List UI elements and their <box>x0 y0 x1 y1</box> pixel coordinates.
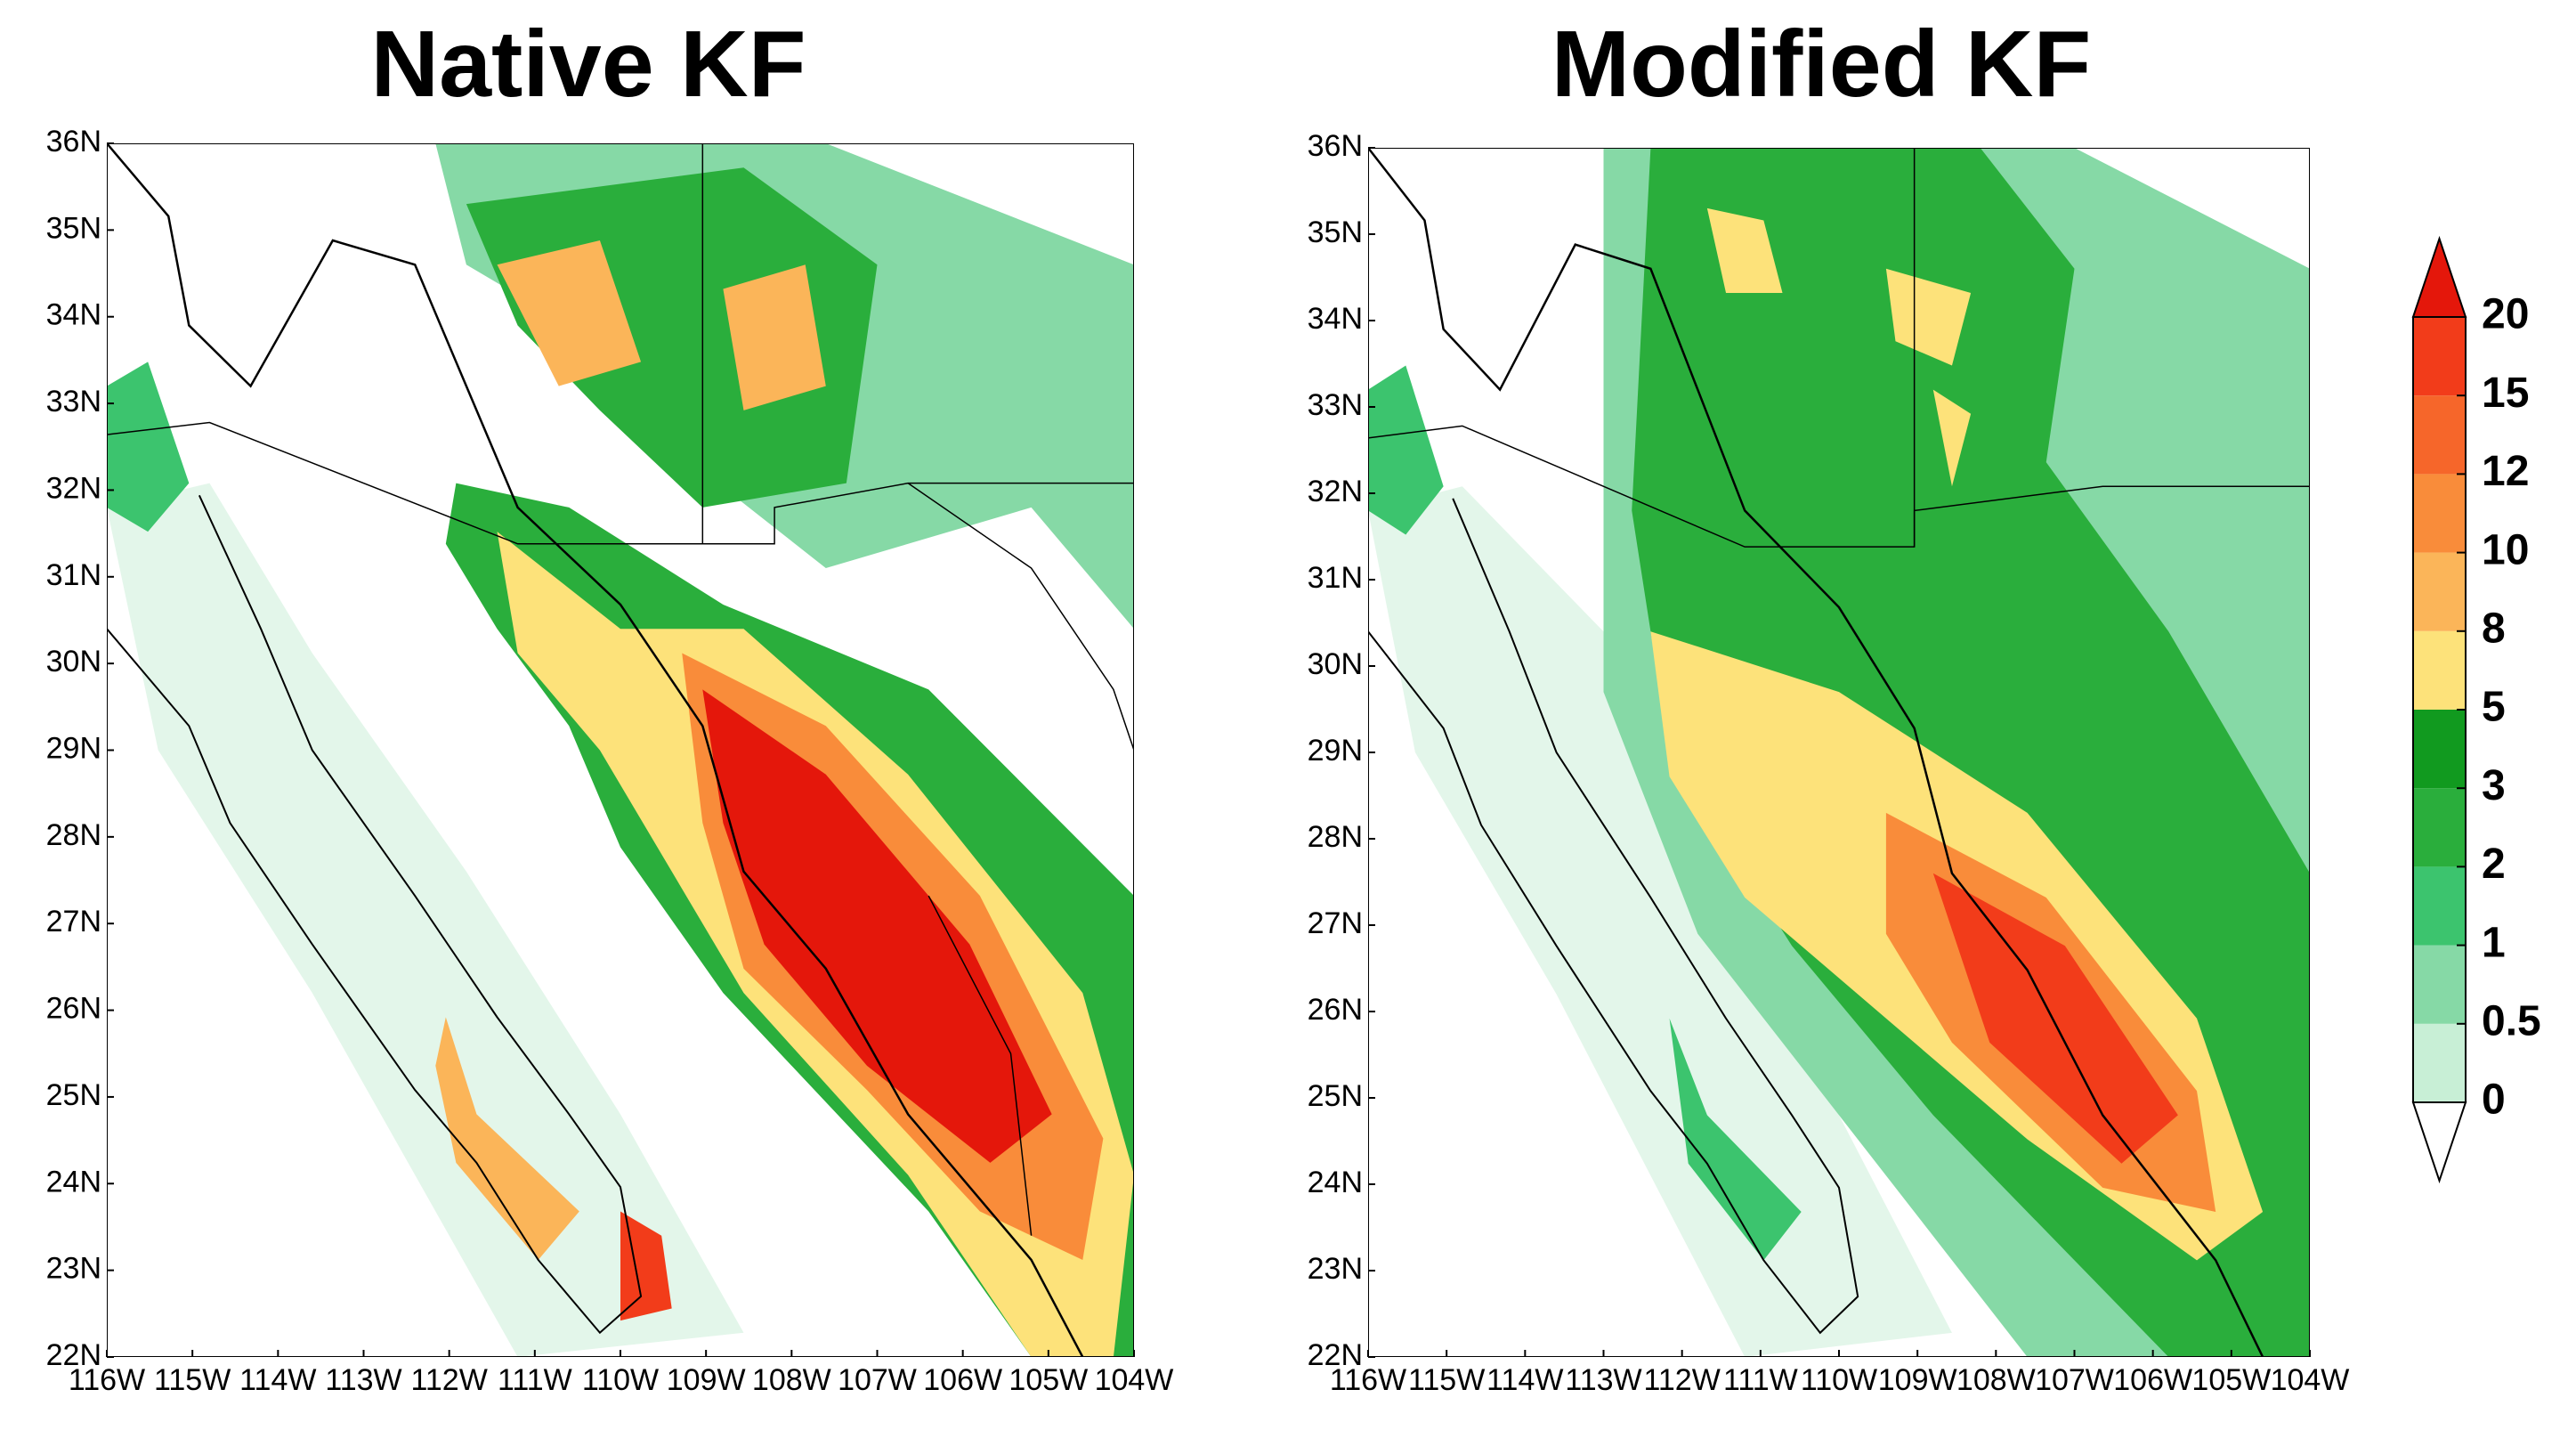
lat-tick-label: 35N <box>46 211 101 245</box>
colorbar-label: 0 <box>2482 1077 2506 1124</box>
lat-tick-label: 22N <box>46 1338 101 1372</box>
lon-tick-label: 104W <box>2271 1363 2350 1397</box>
lat-tick-label: 31N <box>46 558 101 592</box>
lat-tick-label: 28N <box>46 818 101 852</box>
lat-tick-label: 33N <box>1308 388 1363 422</box>
lat-tick-label: 30N <box>1308 647 1363 681</box>
colorbar-label: 20 <box>2482 291 2529 338</box>
panel-title: Native KF <box>371 12 806 117</box>
lat-tick-label: 28N <box>1308 820 1363 854</box>
lon-tick-label: 104W <box>1095 1363 1174 1397</box>
lat-tick-label: 26N <box>46 992 101 1026</box>
lat-tick-label: 30N <box>46 645 101 678</box>
colorbar-bin <box>2413 945 2466 1024</box>
colorbar-label: 1 <box>2482 919 2506 966</box>
lon-tick-label: 115W <box>1408 1363 1485 1397</box>
lat-tick-label: 34N <box>46 298 101 332</box>
colorbar-bin <box>2413 552 2466 631</box>
lon-tick-label: 114W <box>239 1363 316 1397</box>
lon-tick-label: 105W <box>2191 1363 2271 1397</box>
lon-tick-label: 113W <box>1565 1363 1641 1397</box>
map-native <box>107 143 1134 1357</box>
lat-tick-label: 31N <box>1308 561 1363 595</box>
lon-tick-label: 108W <box>752 1363 831 1397</box>
lat-tick-label: 25N <box>1308 1079 1363 1113</box>
colorbar-label: 2 <box>2482 841 2506 888</box>
colorbar-bin <box>2413 630 2466 710</box>
lat-tick-label: 33N <box>46 385 101 418</box>
lat-tick-label: 23N <box>46 1252 101 1286</box>
lon-tick-label: 107W <box>838 1363 917 1397</box>
lat-tick-label: 35N <box>1308 215 1363 249</box>
colorbar-bin <box>2413 1023 2466 1102</box>
lon-tick-label: 111W <box>1723 1363 1798 1397</box>
colorbar-bin <box>2413 474 2466 553</box>
lon-tick-label: 112W <box>411 1363 488 1397</box>
lon-tick-label: 108W <box>1956 1363 2036 1397</box>
colorbar-label: 0.5 <box>2482 997 2541 1044</box>
colorbar-top <box>2411 235 2467 318</box>
lon-tick-label: 116W <box>1330 1363 1406 1397</box>
panel-title: Modified KF <box>1551 12 2091 117</box>
colorbar-label: 15 <box>2482 370 2529 417</box>
map-modified <box>1368 148 2310 1357</box>
colorbar-bin <box>2413 788 2466 867</box>
lat-tick-label: 23N <box>1308 1252 1363 1286</box>
lat-tick-label: 27N <box>1308 906 1363 940</box>
lat-tick-label: 24N <box>1308 1166 1363 1199</box>
colorbar-label: 12 <box>2482 448 2529 495</box>
lat-tick-label: 34N <box>1308 302 1363 336</box>
colorbar-bin <box>2413 317 2466 396</box>
lat-tick-label: 29N <box>1308 734 1363 768</box>
lon-tick-label: 115W <box>154 1363 231 1397</box>
colorbar-label: 10 <box>2482 526 2529 573</box>
lat-tick-label: 36N <box>46 125 101 158</box>
lon-tick-label: 114W <box>1486 1363 1563 1397</box>
lon-tick-label: 109W <box>1878 1363 1957 1397</box>
lon-tick-label: 106W <box>923 1363 1002 1397</box>
lat-tick-label: 25N <box>46 1078 101 1112</box>
lon-tick-label: 116W <box>69 1363 145 1397</box>
colorbar-bin <box>2413 395 2466 475</box>
lon-tick-label: 109W <box>667 1363 746 1397</box>
lon-tick-label: 106W <box>2113 1363 2192 1397</box>
lat-tick-label: 36N <box>1308 129 1363 163</box>
lon-tick-label: 112W <box>1644 1363 1721 1397</box>
lat-tick-label: 27N <box>46 905 101 938</box>
lon-tick-label: 110W <box>1801 1363 1877 1397</box>
colorbar-label: 8 <box>2482 605 2506 652</box>
colorbar-label: 5 <box>2482 684 2506 731</box>
lon-tick-label: 105W <box>1009 1363 1088 1397</box>
lat-tick-label: 24N <box>46 1165 101 1198</box>
lat-tick-label: 26N <box>1308 993 1363 1027</box>
lat-tick-label: 32N <box>1308 475 1363 508</box>
colorbar-bin <box>2413 710 2466 789</box>
lon-tick-label: 107W <box>2035 1363 2114 1397</box>
lat-tick-label: 32N <box>46 471 101 505</box>
colorbar-bin <box>2413 866 2466 946</box>
lon-tick-label: 111W <box>498 1363 572 1397</box>
lon-tick-label: 113W <box>325 1363 401 1397</box>
colorbar-label: 3 <box>2482 762 2506 809</box>
lat-tick-label: 29N <box>46 731 101 765</box>
lat-tick-label: 22N <box>1308 1338 1363 1372</box>
colorbar-bottom <box>2411 1101 2467 1184</box>
lon-tick-label: 110W <box>582 1363 659 1397</box>
